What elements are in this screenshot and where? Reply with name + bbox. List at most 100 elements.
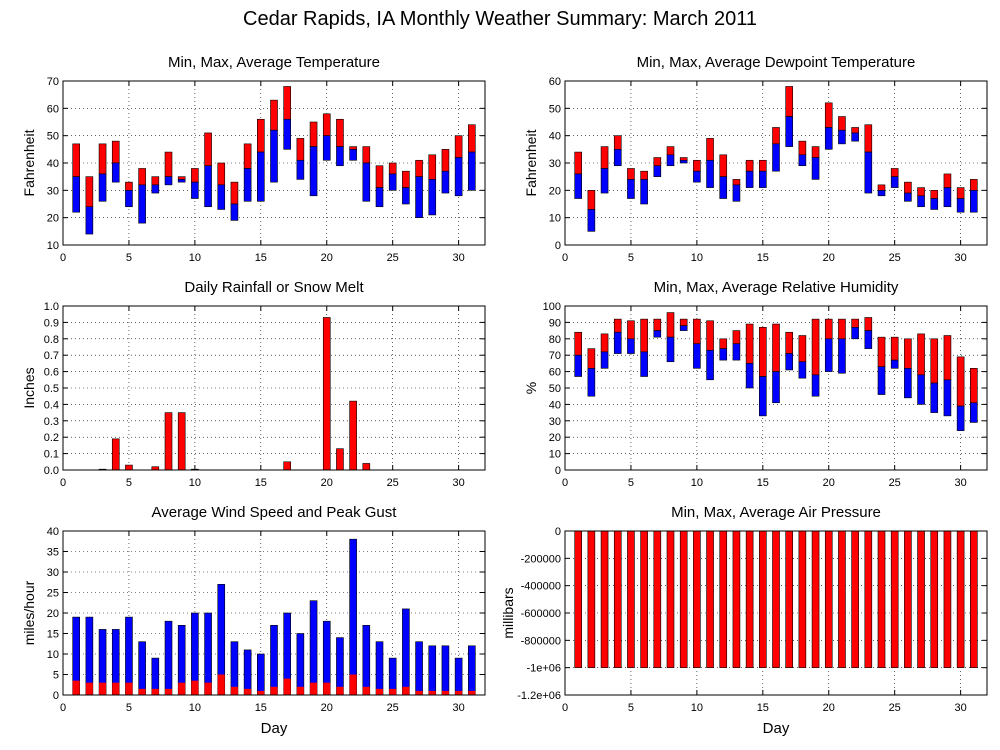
bar-avg-wind xyxy=(323,682,331,695)
bar-rain xyxy=(349,400,357,471)
plot-frame xyxy=(62,80,486,246)
xtick-label: 5 xyxy=(126,477,132,489)
chart-dewp: 0 10 20 30 40 50 60 0 5 10 15 20 25 30 Min, Max, Avera… xyxy=(523,54,988,264)
bar-lower xyxy=(877,190,886,197)
bar-upper xyxy=(666,146,675,156)
bar-upper xyxy=(706,320,714,351)
bar-rain xyxy=(177,412,186,471)
ytick-label: 0 xyxy=(555,465,561,477)
ytick-label: 25 xyxy=(47,588,59,600)
bar-gust xyxy=(257,653,265,696)
bar-upper xyxy=(693,159,701,172)
bar-rain xyxy=(164,412,173,471)
bar-upper xyxy=(72,143,80,177)
xtick-label: 15 xyxy=(757,702,769,714)
bar-gust xyxy=(138,641,146,696)
bar-upper xyxy=(732,179,741,186)
bar-upper xyxy=(613,530,622,668)
bar-lower xyxy=(613,149,622,167)
bar-upper xyxy=(917,530,925,668)
bar-avg-wind xyxy=(362,686,370,695)
ytick-label: 10 xyxy=(47,649,59,661)
bar-upper xyxy=(653,530,662,668)
bar-avg-wind xyxy=(112,682,120,695)
bar-upper xyxy=(785,331,793,354)
ytick-label: -600000 xyxy=(521,608,561,620)
bar-avg-wind xyxy=(217,674,225,695)
bar-upper xyxy=(402,170,410,188)
xtick-label: 20 xyxy=(823,252,835,264)
bar-upper xyxy=(349,146,357,150)
ytick-label: 60 xyxy=(549,76,561,88)
xtick-label: 5 xyxy=(126,252,132,264)
xtick-label: 10 xyxy=(691,252,703,264)
bar-lower xyxy=(613,331,622,354)
bar-lower xyxy=(930,198,939,210)
bar-upper xyxy=(587,190,596,210)
bar-lower xyxy=(653,330,662,338)
bar-upper xyxy=(627,320,635,340)
bar-upper xyxy=(772,530,780,668)
bar-lower xyxy=(759,170,767,188)
bar-upper xyxy=(956,187,965,199)
bar-upper xyxy=(243,143,252,169)
bar-lower xyxy=(322,135,331,161)
bar-upper xyxy=(970,530,978,668)
ytick-label: 5 xyxy=(53,670,59,682)
bar-upper xyxy=(627,168,635,180)
bar-upper xyxy=(745,323,754,364)
bar-upper xyxy=(600,530,609,668)
bar-lower xyxy=(904,368,912,399)
bar-upper xyxy=(138,168,146,186)
xtick-label: 15 xyxy=(255,477,267,489)
plot-frame xyxy=(564,80,988,246)
chart-wind: 0 5 10 15 20 25 30 35 40 0 5 10 15 20 25 30 Average Wind… xyxy=(21,504,486,737)
bar-rain xyxy=(362,463,371,471)
bar-avg-wind xyxy=(230,686,238,695)
bar-lower xyxy=(296,159,305,180)
bar-gust xyxy=(441,645,450,696)
bar-upper xyxy=(600,333,609,353)
bar-upper xyxy=(441,149,450,172)
bar-lower xyxy=(759,376,767,417)
bar-lower xyxy=(917,195,925,208)
bar-lower xyxy=(772,143,780,172)
bar-gust xyxy=(375,641,384,696)
xtick-label: 25 xyxy=(889,252,901,264)
bar-lower xyxy=(904,192,912,202)
bar-gust xyxy=(454,657,463,696)
bar-lower xyxy=(164,176,173,186)
bar-upper xyxy=(956,530,965,668)
bar-lower xyxy=(72,176,80,213)
ytick-label: 0.2 xyxy=(44,432,59,444)
bar-rain xyxy=(111,438,120,471)
bar-lower xyxy=(851,327,859,340)
bar-lower xyxy=(785,353,793,371)
bar-rain xyxy=(125,464,133,471)
bar-gust xyxy=(270,624,278,696)
bar-upper xyxy=(666,312,675,338)
ytick-label: 80 xyxy=(549,334,561,346)
bar-avg-wind xyxy=(99,682,107,695)
bar-upper xyxy=(956,356,965,407)
ytick-label: 35 xyxy=(47,547,59,559)
bar-lower xyxy=(824,127,833,150)
bar-upper xyxy=(428,154,437,180)
bar-upper xyxy=(838,530,846,668)
bar-upper xyxy=(257,118,265,153)
bar-upper xyxy=(191,168,199,183)
bar-lower xyxy=(890,176,899,188)
ytick-label: 20 xyxy=(549,432,561,444)
bar-avg-wind xyxy=(283,678,291,695)
bar-upper xyxy=(917,187,925,197)
bar-upper xyxy=(613,318,622,333)
bar-avg-wind xyxy=(296,686,304,695)
bar-upper xyxy=(679,157,688,161)
ytick-label: 0.6 xyxy=(44,367,59,379)
ytick-label: 0.9 xyxy=(44,317,59,329)
bar-upper xyxy=(111,140,120,164)
bar-lower xyxy=(943,187,952,208)
bar-avg-wind xyxy=(336,686,344,695)
ytick-label: -1e+06 xyxy=(526,663,561,675)
plot-frame xyxy=(62,530,486,696)
